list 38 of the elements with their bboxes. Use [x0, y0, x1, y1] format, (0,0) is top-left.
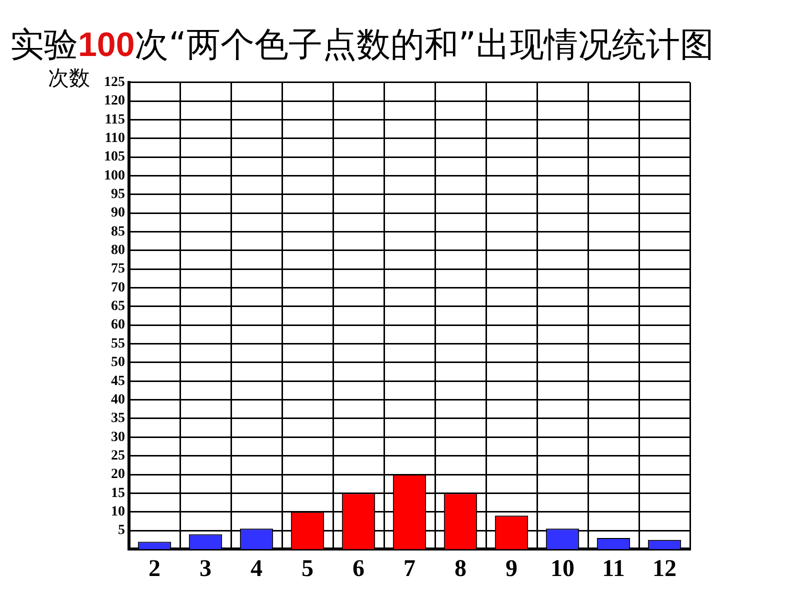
y-tick-label: 65	[111, 299, 125, 314]
y-tick-label: 90	[111, 206, 125, 221]
y-axis-title: 次数	[48, 65, 90, 92]
y-tick-label: 115	[104, 112, 125, 128]
y-tick-label: 20	[111, 467, 125, 482]
y-tick-label: 5	[118, 523, 125, 538]
y-tick-label: 10	[111, 504, 125, 520]
y-tick-label: 120	[104, 94, 125, 109]
y-tick-label: 55	[111, 336, 125, 352]
y-tick-label: 75	[111, 262, 125, 277]
y-tick-label: 110	[104, 131, 125, 146]
x-tick-label: 6	[352, 556, 364, 582]
x-tick-label: 8	[454, 556, 466, 582]
chart-title: 实验100次“两个色子点数的和”出现情况统计图	[10, 25, 714, 65]
y-tick-label: 45	[111, 374, 125, 389]
x-tick-label: 3	[200, 556, 212, 582]
x-tick-label: 5	[302, 556, 314, 582]
y-tick-label: 85	[111, 224, 125, 240]
y-tick-label: 70	[111, 280, 125, 296]
y-tick-label: 105	[104, 150, 125, 165]
y-tick-label: 125	[104, 75, 125, 90]
y-tick-label: 80	[111, 243, 125, 258]
y-tick-label: 15	[111, 486, 125, 501]
y-tick-label: 95	[111, 187, 125, 202]
y-tick-label: 25	[111, 448, 125, 464]
y-tick-label: 100	[104, 168, 125, 184]
x-tick-label: 10	[550, 556, 574, 582]
x-tick-label: 7	[404, 556, 416, 582]
x-tick-label: 12	[652, 556, 676, 582]
x-tick-label: 11	[602, 556, 625, 582]
x-tick-label: 2	[148, 556, 160, 582]
y-tick-label: 35	[111, 411, 125, 426]
y-tick-label: 60	[111, 318, 125, 333]
x-tick-label: 4	[250, 556, 262, 582]
y-tick-label: 50	[111, 355, 125, 370]
y-tick-label: 30	[111, 430, 125, 445]
x-tick-label: 9	[506, 556, 518, 582]
y-tick-label: 40	[111, 392, 125, 408]
